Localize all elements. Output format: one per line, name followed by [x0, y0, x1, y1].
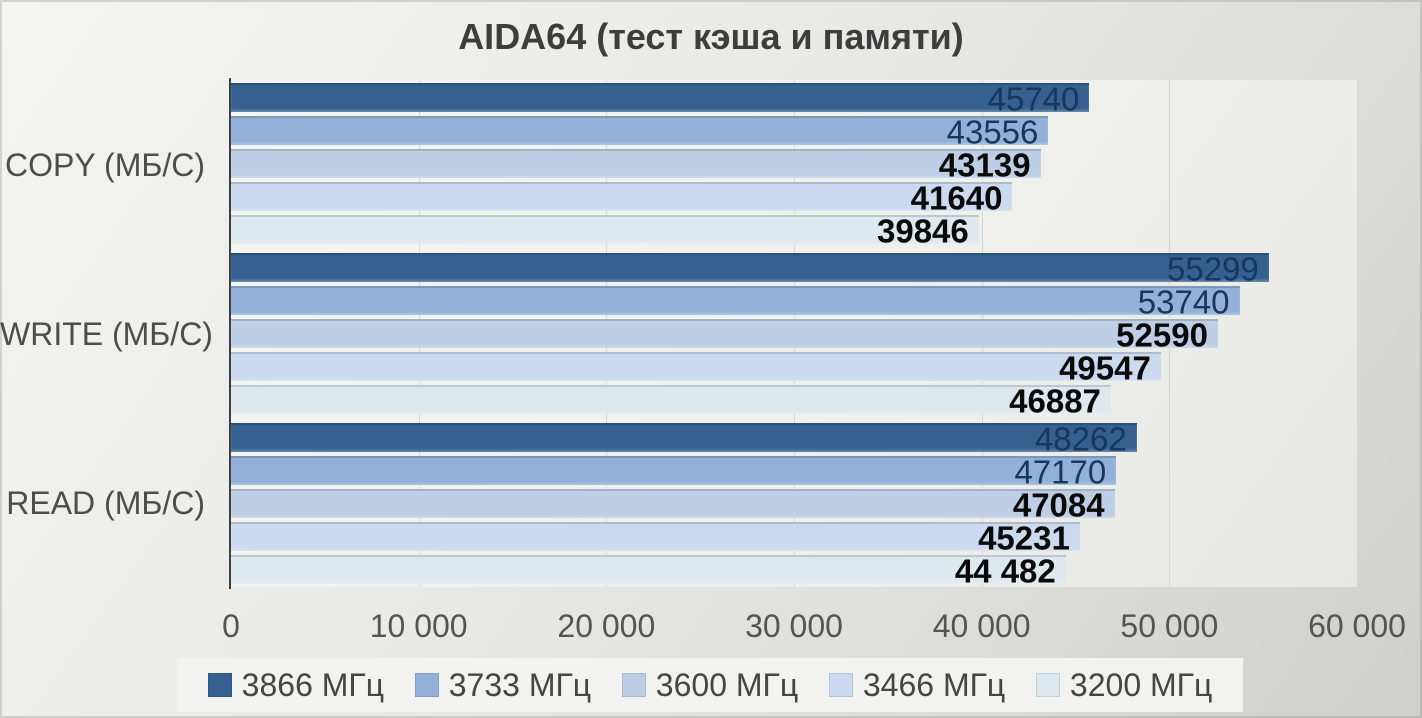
- x-axis-tick-label: 40 000: [932, 608, 1031, 644]
- legend-swatch-icon: [207, 673, 232, 697]
- legend: 3866 МГц 3733 МГц 3600 МГц 3466 МГц 3200 МГц: [177, 658, 1243, 712]
- bar-value-label: 53740: [1137, 283, 1230, 320]
- bar: 47170: [231, 453, 1117, 490]
- bar: 53740: [231, 283, 1240, 320]
- x-axis-tick-label: 10 000: [369, 608, 468, 644]
- legend-swatch-icon: [828, 673, 853, 697]
- bar: 43139: [231, 146, 1041, 183]
- bar-group: 48262 47170 47084 45231 44 482: [231, 420, 1357, 589]
- bar: 52590: [231, 316, 1218, 353]
- x-axis-tick-label: 30 000: [745, 608, 843, 644]
- x-axis-tick-label: 0: [222, 608, 240, 644]
- bar-value-label: 55299: [1167, 250, 1259, 287]
- bar: 45231: [231, 519, 1080, 556]
- bar-group: 45740 43556 43139 41640 39846: [231, 80, 1357, 249]
- bar: 49547: [231, 349, 1161, 386]
- legend-swatch-icon: [1035, 673, 1060, 697]
- y-axis-line: [229, 78, 231, 589]
- legend-swatch-icon: [621, 673, 646, 697]
- bar-value-label: 44 482: [954, 552, 1056, 589]
- bar-value-label: 45740: [987, 80, 1080, 117]
- chart-title: AIDA64 (тест кэша и памяти): [458, 16, 964, 57]
- bar-value-label: 45231: [978, 519, 1070, 556]
- x-axis-tick-label: 50 000: [1120, 608, 1219, 644]
- plot-area: 45740 43556 43139 41640 39846 55299 53740 52590…: [231, 80, 1358, 589]
- category-label: WRITE (МБ/С): [0, 315, 213, 352]
- bar-value-label: 47170: [1014, 453, 1107, 490]
- legend-label: 3466 МГц: [862, 666, 1006, 703]
- legend-item: 3733 МГц: [414, 666, 592, 704]
- legend-label: 3733 МГц: [448, 666, 592, 703]
- x-axis-tick-label: 20 000: [557, 608, 656, 644]
- bar: 48262: [231, 420, 1137, 457]
- legend-label: 3600 МГц: [655, 666, 799, 703]
- bar-value-label: 52590: [1116, 316, 1208, 353]
- bar-value-label: 39846: [877, 212, 969, 249]
- bar: 41640: [231, 179, 1013, 216]
- x-axis-tick-label: 60 000: [1308, 608, 1406, 644]
- bar-value-label: 43556: [946, 113, 1039, 150]
- bar: 39846: [231, 212, 979, 249]
- category-label: COPY (МБ/С): [5, 146, 205, 183]
- bar: 43556: [231, 113, 1049, 150]
- bar-value-label: 43139: [938, 146, 1031, 183]
- legend-item: 3200 МГц: [1035, 666, 1213, 704]
- bar-value-label: 48262: [1034, 420, 1127, 457]
- legend-swatch-icon: [414, 673, 439, 697]
- bar: 45740: [231, 80, 1090, 117]
- legend-item: 3866 МГц: [207, 666, 385, 704]
- bar: 47084: [231, 486, 1115, 523]
- category-label: READ (МБ/С): [6, 484, 205, 521]
- bar: 46887: [231, 382, 1111, 419]
- legend-label: 3866 МГц: [241, 666, 385, 703]
- bar-value-label: 46887: [1009, 382, 1101, 419]
- legend-label: 3200 МГц: [1069, 666, 1213, 703]
- bar-value-label: 41640: [910, 179, 1003, 216]
- legend-item: 3600 МГц: [621, 666, 799, 704]
- bar: 44 482: [231, 552, 1066, 589]
- bar-value-label: 47084: [1012, 486, 1105, 523]
- legend-item: 3466 МГц: [828, 666, 1006, 704]
- gridline: [1357, 80, 1358, 587]
- bar-group: 55299 53740 52590 49547 46887: [231, 250, 1357, 419]
- bar: 55299: [231, 250, 1269, 287]
- bar-value-label: 49547: [1059, 349, 1151, 386]
